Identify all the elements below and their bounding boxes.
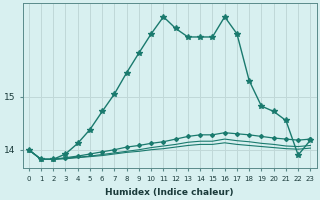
X-axis label: Humidex (Indice chaleur): Humidex (Indice chaleur) xyxy=(105,188,234,197)
